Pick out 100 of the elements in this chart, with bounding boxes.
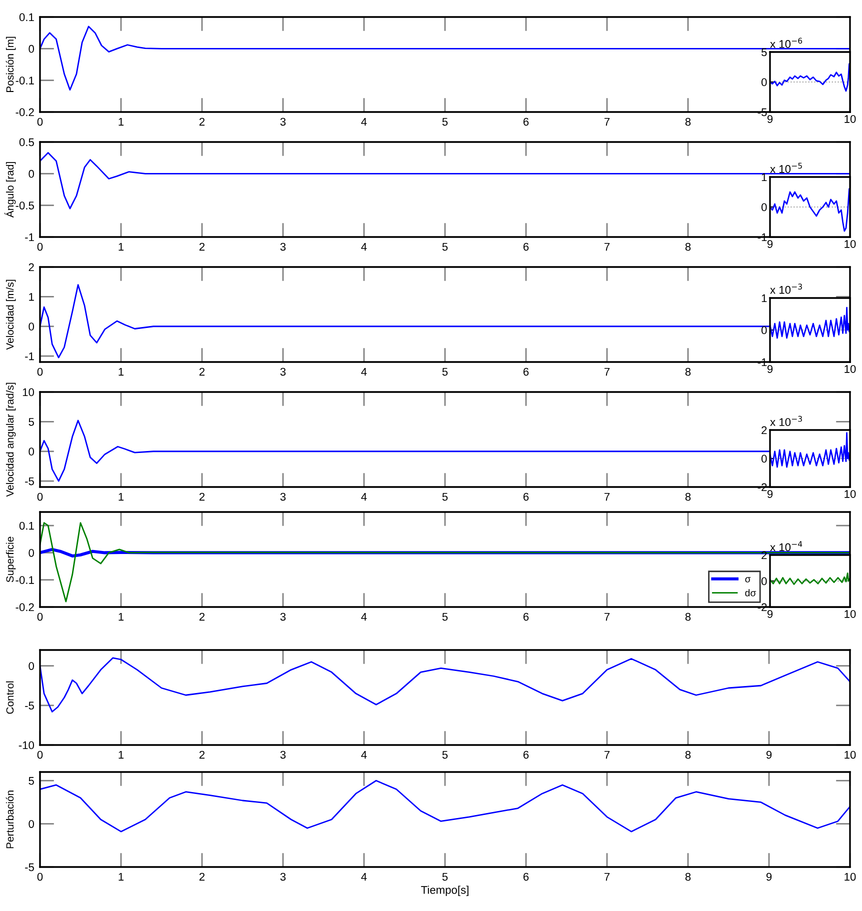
x-tick-label: 4 — [361, 242, 367, 251]
y-axis-title: Velocidad [m/s] — [6, 280, 16, 350]
y-tick-label: 0 — [28, 44, 34, 53]
x-tick-label: 6 — [523, 492, 529, 501]
annotation: x 10$^{−3}$ — [770, 284, 802, 294]
x-tick-label: 2 — [199, 872, 205, 881]
y-tick-label: 0.1 — [19, 522, 34, 530]
y-tick-label: 0 — [28, 548, 34, 557]
x-tick-label: 5 — [442, 492, 448, 501]
y-tick-label: 2 — [762, 426, 767, 434]
x-tick-label: 4 — [361, 368, 367, 376]
x-tick-label: 1 — [118, 242, 124, 251]
x-tick-label: 8 — [685, 872, 691, 881]
x-tick-label: 5 — [442, 242, 448, 251]
x-tick-label: 3 — [280, 118, 286, 126]
x-tick-label: 0 — [37, 118, 43, 126]
x-tick-label: 2 — [199, 118, 205, 126]
x-tick-label: 9 — [767, 610, 773, 618]
legend-label: dσ — [745, 589, 756, 596]
x-tick-label: 10 — [844, 115, 856, 123]
x-tick-label: 1 — [118, 118, 124, 126]
x-tick-label: 10 — [844, 750, 856, 759]
x-tick-label: 3 — [280, 368, 286, 376]
x-tick-label: 4 — [361, 118, 367, 126]
x-tick-label: 3 — [280, 242, 286, 251]
x-tick-label: 6 — [523, 750, 529, 759]
x-tick-label: 7 — [604, 750, 610, 759]
x-tick-label: 4 — [361, 750, 367, 759]
x-tick-label: 10 — [844, 872, 856, 881]
x-tick-label: 7 — [604, 368, 610, 376]
y-tick-label: 1 — [762, 294, 767, 302]
x-tick-label: 8 — [685, 118, 691, 126]
x-tick-label: 2 — [199, 242, 205, 251]
y-tick-label: 5 — [761, 48, 767, 56]
y-tick-label: -0.1 — [16, 76, 34, 84]
x-tick-label: 8 — [685, 492, 691, 501]
y-tick-label: 0.5 — [19, 138, 34, 146]
x-tick-label: 6 — [523, 368, 529, 376]
y-tick-label: -5 — [25, 863, 34, 872]
x-tick-label: 1 — [118, 612, 124, 621]
x-tick-label: 5 — [442, 612, 448, 621]
x-tick-label: 4 — [361, 872, 367, 881]
x-tick-label: 8 — [685, 612, 691, 621]
annotation: x 10$^{−4}$ — [770, 541, 802, 552]
y-tick-label: 0 — [28, 448, 34, 456]
x-tick-label: 2 — [199, 492, 205, 501]
x-tick-label: 9 — [767, 240, 773, 248]
y-tick-label: 2 — [28, 263, 34, 272]
x-tick-label: 5 — [442, 368, 448, 376]
x-tick-label: 7 — [604, 612, 610, 621]
y-axis-title: Posición [m] — [6, 36, 16, 92]
x-tick-label: 10 — [844, 610, 856, 618]
x-tick-label: 3 — [280, 872, 286, 881]
y-tick-label: 0.1 — [19, 13, 34, 22]
y-tick-label: 0 — [761, 577, 767, 586]
x-tick-label: 0 — [37, 750, 43, 759]
x-tick-label: 0 — [37, 872, 43, 881]
y-tick-label: 5 — [28, 418, 34, 426]
y-tick-label: 0 — [761, 78, 767, 86]
x-tick-label: 5 — [442, 872, 448, 881]
y-axis-title: Ángulo [rad] — [4, 162, 16, 218]
x-tick-label: 2 — [199, 612, 205, 621]
x-tick-label: 7 — [604, 492, 610, 501]
y-axis-title: Superficie — [6, 536, 16, 582]
y-tick-label: -5 — [25, 702, 34, 710]
y-tick-label: -0.5 — [16, 202, 34, 210]
y-tick-label: 1 — [29, 293, 34, 301]
y-tick-label: -0.1 — [16, 576, 34, 584]
x-tick-label: 2 — [199, 750, 205, 759]
x-tick-label: 3 — [280, 612, 286, 621]
x-tick-label: 2 — [199, 368, 205, 376]
x-tick-label: 0 — [37, 612, 43, 621]
x-tick-label: 6 — [523, 242, 529, 251]
x-tick-label: 1 — [118, 492, 124, 501]
x-tick-label: 6 — [523, 612, 529, 621]
annotation: x 10$^{−6}$ — [770, 38, 802, 48]
y-axis-title: Control — [6, 681, 14, 714]
x-tick-label: 10 — [844, 490, 856, 498]
y-axis-title: Perturbación — [6, 790, 14, 848]
y-tick-label: 0 — [28, 170, 34, 178]
y-tick-label: 0 — [28, 820, 34, 828]
annotation: x 10$^{−5}$ — [770, 162, 802, 173]
x-tick-label: 8 — [685, 242, 691, 251]
x-tick-label: 0 — [37, 242, 43, 251]
y-tick-label: 10 — [22, 388, 34, 396]
x-tick-label: 8 — [685, 750, 691, 759]
x-tick-label: 1 — [118, 750, 124, 759]
y-tick-label: 0 — [761, 454, 767, 463]
x-tick-label: 6 — [523, 872, 529, 881]
x-tick-label: 9 — [767, 115, 773, 123]
x-tick-label: 7 — [604, 872, 610, 881]
x-tick-label: 1 — [118, 872, 124, 881]
x-tick-label: 4 — [361, 492, 367, 501]
x-tick-label: 9 — [767, 365, 773, 373]
y-tick-label: -1 — [25, 233, 34, 242]
y-tick-label: -5 — [25, 477, 34, 486]
x-tick-label: 4 — [361, 612, 367, 621]
x-tick-label: 7 — [604, 118, 610, 126]
x-tick-label: 8 — [685, 368, 691, 376]
legend-label: σ — [745, 577, 751, 582]
